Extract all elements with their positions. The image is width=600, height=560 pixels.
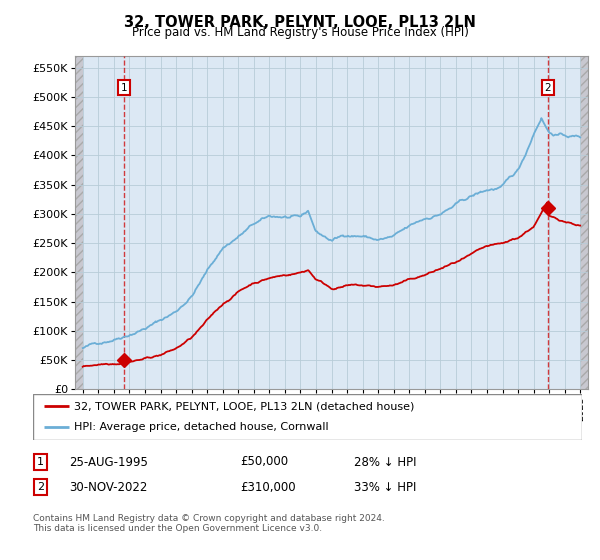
Text: 33% ↓ HPI: 33% ↓ HPI [354, 480, 416, 494]
Text: 28% ↓ HPI: 28% ↓ HPI [354, 455, 416, 469]
Text: 2: 2 [37, 482, 44, 492]
Bar [580, 56, 588, 389]
Text: 30-NOV-2022: 30-NOV-2022 [69, 480, 148, 494]
Text: 1: 1 [37, 457, 44, 467]
Text: Contains HM Land Registry data © Crown copyright and database right 2024.
This d: Contains HM Land Registry data © Crown c… [33, 514, 385, 534]
Text: 1: 1 [121, 83, 127, 92]
Text: £310,000: £310,000 [240, 480, 296, 494]
Text: £50,000: £50,000 [240, 455, 288, 469]
FancyBboxPatch shape [33, 394, 582, 440]
Text: 2: 2 [545, 83, 551, 92]
Bar [75, 56, 83, 389]
Text: 25-AUG-1995: 25-AUG-1995 [69, 455, 148, 469]
Text: 32, TOWER PARK, PELYNT, LOOE, PL13 2LN (detached house): 32, TOWER PARK, PELYNT, LOOE, PL13 2LN (… [74, 401, 415, 411]
Text: 32, TOWER PARK, PELYNT, LOOE, PL13 2LN: 32, TOWER PARK, PELYNT, LOOE, PL13 2LN [124, 15, 476, 30]
Text: HPI: Average price, detached house, Cornwall: HPI: Average price, detached house, Corn… [74, 422, 329, 432]
Text: Price paid vs. HM Land Registry's House Price Index (HPI): Price paid vs. HM Land Registry's House … [131, 26, 469, 39]
